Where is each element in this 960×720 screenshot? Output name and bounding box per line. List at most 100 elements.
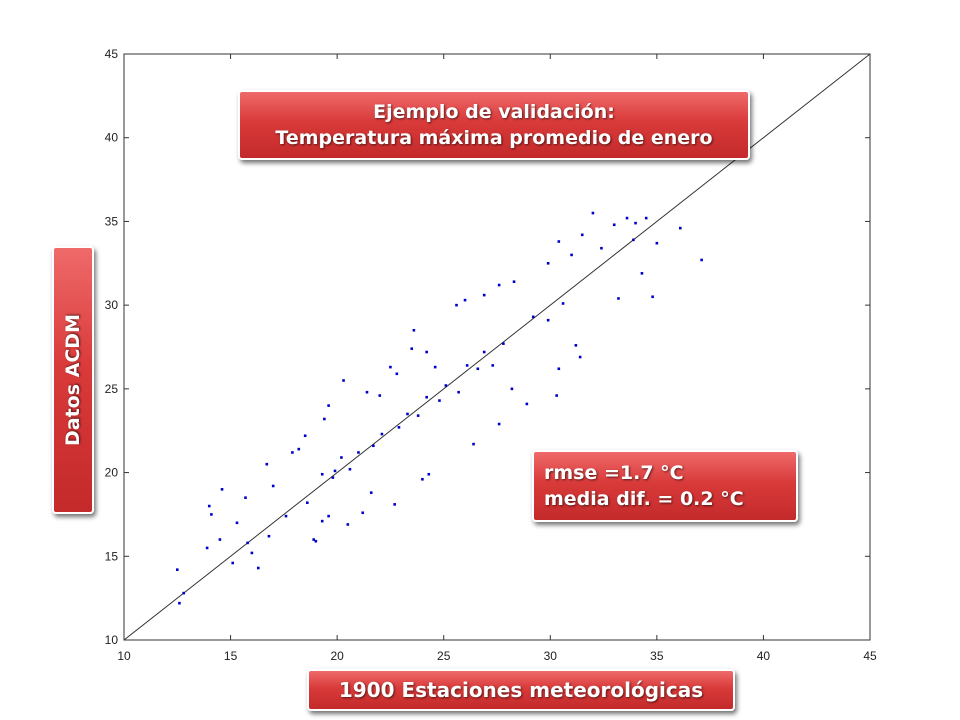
x-tick-label: 35 xyxy=(650,649,664,663)
data-point xyxy=(617,297,620,300)
data-point xyxy=(320,472,324,476)
data-point xyxy=(369,491,373,494)
data-point xyxy=(333,469,337,473)
data-point xyxy=(433,365,437,369)
data-point xyxy=(482,293,486,297)
data-point xyxy=(235,521,239,525)
y-axis-label: Datos ACDM xyxy=(62,314,84,446)
y-tick-label: 35 xyxy=(105,214,119,228)
data-point xyxy=(256,566,260,570)
data-point xyxy=(265,462,269,466)
y-axis-ticks: 10 15 20 25 30 35 40 45 xyxy=(105,47,870,647)
data-point xyxy=(580,233,584,237)
data-point xyxy=(416,414,420,417)
data-point xyxy=(644,216,648,220)
data-point xyxy=(297,447,301,451)
chart-title-box: Ejemplo de validación: Temperatura máxim… xyxy=(238,90,750,160)
y-tick-label: 20 xyxy=(105,466,119,480)
data-point xyxy=(640,272,644,275)
x-tick-label: 10 xyxy=(117,649,131,663)
data-point xyxy=(395,372,399,376)
data-point xyxy=(425,350,428,354)
data-point xyxy=(531,315,535,319)
data-point xyxy=(207,504,211,508)
data-point xyxy=(555,394,558,397)
x-axis-label: 1900 Estaciones meteorológicas xyxy=(338,678,704,702)
x-tick-label: 25 xyxy=(437,649,451,663)
data-point xyxy=(655,241,659,245)
data-point xyxy=(320,519,324,523)
data-point xyxy=(463,298,467,302)
data-point xyxy=(393,503,396,506)
data-point xyxy=(491,364,495,367)
data-point xyxy=(331,476,335,479)
data-point xyxy=(312,538,315,541)
data-point xyxy=(205,546,209,550)
data-point xyxy=(372,444,375,448)
chart-title: Ejemplo de validación: xyxy=(373,101,615,123)
data-point xyxy=(465,364,469,367)
data-point xyxy=(497,422,501,426)
data-point xyxy=(425,395,428,399)
data-point xyxy=(284,514,288,518)
mean-difference-label: media dif. = 0.2 °C xyxy=(544,488,744,510)
data-point xyxy=(557,367,561,371)
data-point xyxy=(378,394,382,397)
data-point xyxy=(546,318,550,322)
data-point xyxy=(244,496,247,499)
data-point xyxy=(303,434,307,438)
data-point xyxy=(175,568,179,571)
data-point xyxy=(380,432,384,436)
x-axis-ticks: 10 15 20 25 30 35 40 45 xyxy=(117,54,877,663)
data-point xyxy=(632,238,635,242)
data-point xyxy=(306,501,309,505)
data-point xyxy=(323,417,326,421)
data-point xyxy=(427,472,431,476)
data-point xyxy=(271,484,275,488)
x-tick-label: 40 xyxy=(757,649,771,663)
data-point xyxy=(625,216,629,220)
data-point xyxy=(182,591,185,595)
data-point xyxy=(210,513,213,516)
data-point xyxy=(472,442,475,446)
data-point xyxy=(421,477,424,481)
data-point xyxy=(600,246,603,250)
y-tick-label: 15 xyxy=(105,549,119,563)
y-tick-label: 40 xyxy=(105,131,119,145)
data-point xyxy=(389,365,392,369)
data-point xyxy=(342,379,345,382)
stats-box: rmse =1.7 °C media dif. = 0.2 °C xyxy=(532,450,798,522)
data-point xyxy=(476,367,480,371)
data-point xyxy=(497,283,501,287)
y-tick-label: 10 xyxy=(105,633,119,647)
data-point xyxy=(361,511,365,515)
y-axis-label-box: Datos ACDM xyxy=(52,246,94,514)
data-point xyxy=(525,402,529,406)
data-point xyxy=(512,280,516,284)
data-point xyxy=(502,342,505,345)
data-point xyxy=(444,384,448,387)
scatter-points xyxy=(175,211,703,605)
data-point xyxy=(438,399,441,402)
data-point xyxy=(178,601,181,605)
data-point xyxy=(546,261,550,265)
data-point xyxy=(457,390,460,394)
x-axis-label-box: 1900 Estaciones meteorológicas xyxy=(307,669,735,711)
x-tick-label: 30 xyxy=(544,649,558,663)
data-point xyxy=(412,328,416,332)
data-point xyxy=(591,211,595,215)
data-point xyxy=(314,539,318,543)
data-point xyxy=(218,538,222,541)
data-point xyxy=(357,451,360,454)
data-point xyxy=(365,390,369,394)
data-point xyxy=(231,561,235,565)
x-tick-label: 45 xyxy=(863,649,877,663)
y-tick-label: 30 xyxy=(105,298,119,312)
data-point xyxy=(612,223,616,227)
data-point xyxy=(340,456,343,459)
data-point xyxy=(574,344,578,347)
data-point xyxy=(561,302,565,305)
data-point xyxy=(267,534,271,538)
data-point xyxy=(578,355,582,359)
data-point xyxy=(510,387,514,391)
